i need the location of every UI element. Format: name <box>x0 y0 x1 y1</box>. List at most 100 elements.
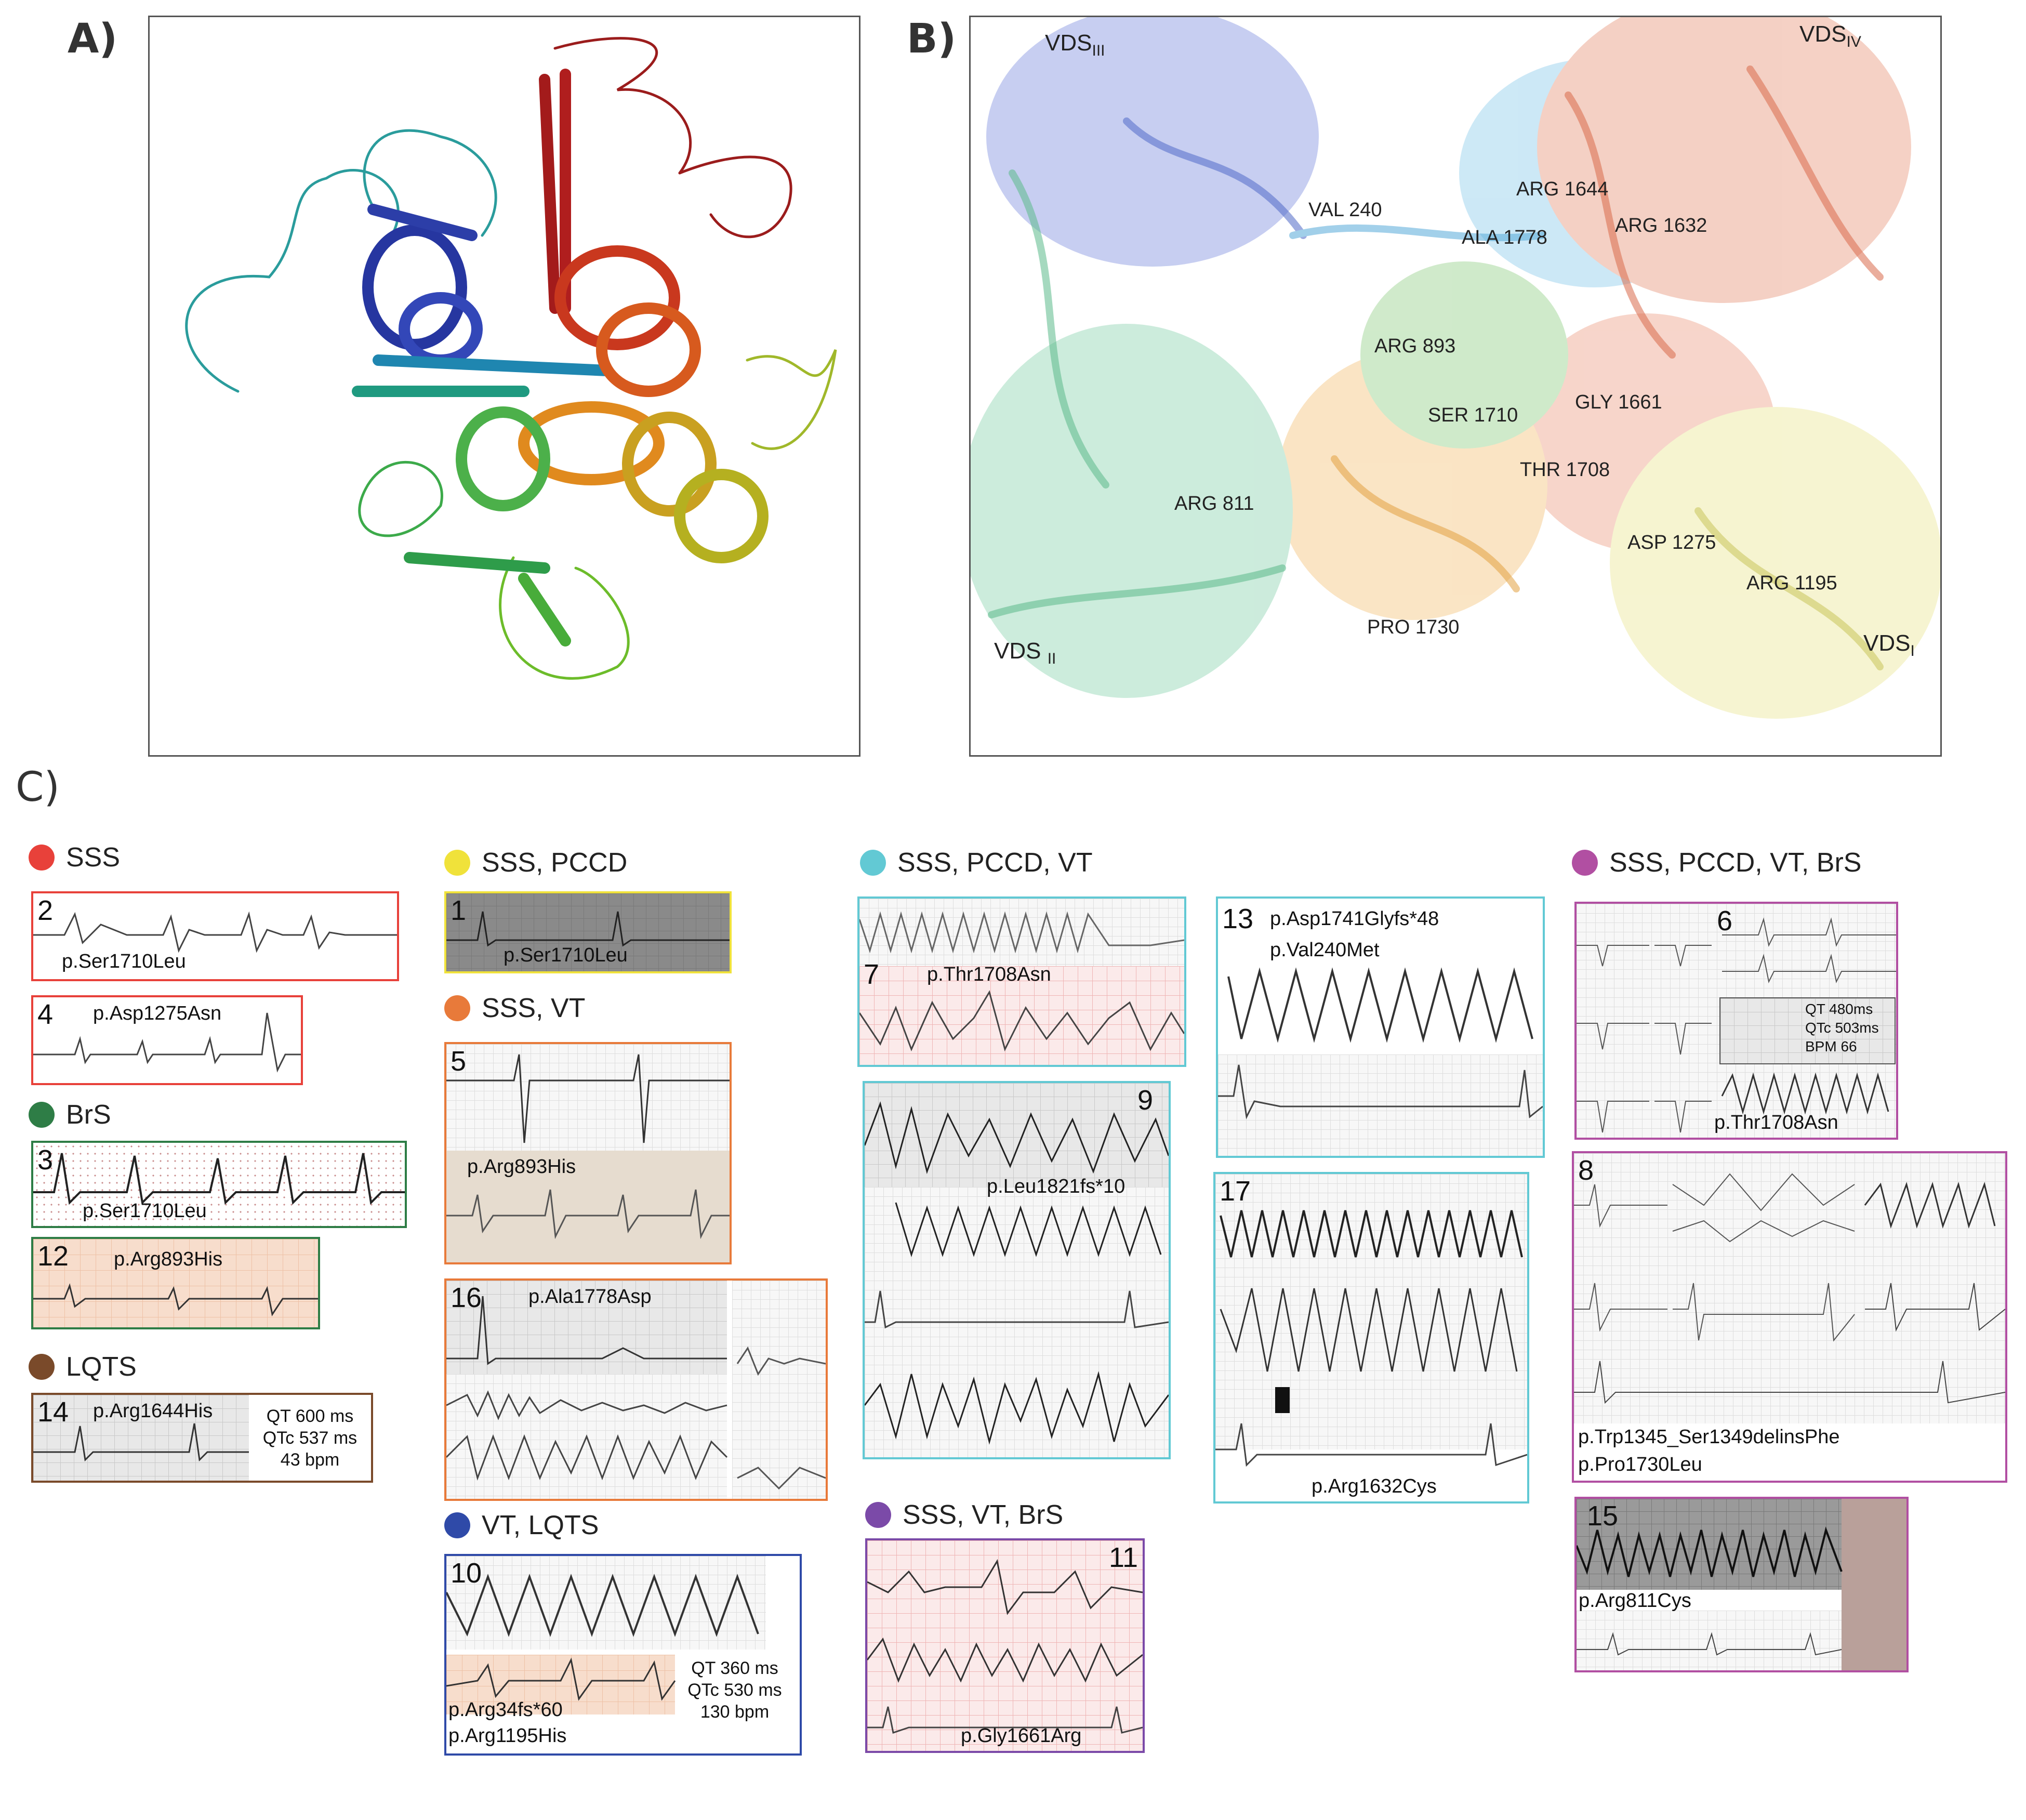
group-color-dot <box>29 1102 55 1128</box>
qtc-value: QTc 530 ms <box>687 1680 782 1700</box>
ecg-interval-box <box>1719 997 1896 1064</box>
ecg-panel-11: 11 p.Gly1661Arg <box>865 1538 1145 1753</box>
group-lqts: LQTS <box>29 1351 137 1382</box>
ecg-number: 10 <box>451 1558 482 1589</box>
ecg-variant: p.Arg34fs*60 <box>448 1699 563 1721</box>
ecg-trace <box>1577 1526 1843 1656</box>
group-color-dot <box>444 1512 470 1538</box>
group-sss-pccd-vt-brs: SSS, PCCD, VT, BrS <box>1572 847 1861 878</box>
ecg-panel-13: 13 p.Asp1741Glyfs*48 p.Val240Met <box>1216 896 1545 1158</box>
group-color-dot <box>444 995 470 1021</box>
group-sss: SSS <box>29 842 120 873</box>
ecg-grid <box>1574 1153 2005 1423</box>
ecg-variant: p.Arg811Cys <box>1579 1590 1691 1612</box>
vds-iii-label: VDSIII <box>1045 30 1105 59</box>
ecg-trace <box>859 911 1184 1052</box>
ecg-variant: p.Thr1708Asn <box>1714 1112 1838 1133</box>
ecg-number: 13 <box>1222 903 1254 934</box>
ecg-variant: p.Arg1632Cys <box>1312 1475 1437 1497</box>
group-vt-lqts: VT, LQTS <box>444 1510 599 1541</box>
panel-label-c: C) <box>16 764 60 811</box>
ecg-panel-8: 8 p.Trp1345_Ser1349delinsPhe p.Pro1730Le… <box>1572 1151 2007 1483</box>
ecg-panel-7: 7 p.Thr1708Asn <box>857 896 1186 1067</box>
group-sss-vt: SSS, VT <box>444 993 585 1024</box>
panel-label-b: B) <box>907 16 957 62</box>
ecg-grid <box>446 1655 675 1715</box>
channel-structure-image <box>971 17 1940 719</box>
residue-label: ARG 811 <box>1174 493 1254 515</box>
ecg-variant: p.Thr1708Asn <box>927 964 1051 985</box>
residue-label: ASP 1275 <box>1627 532 1716 553</box>
vds-i-label: VDSI <box>1863 630 1915 660</box>
ecg-grid <box>732 1281 826 1499</box>
ecg-variant: p.Val240Met <box>1270 939 1380 961</box>
ecg-variant: p.Asp1741Glyfs*48 <box>1270 908 1439 930</box>
ecg-panel-10: 10 QT 360 ms QTc 530 ms 130 bpm p.Arg34fs*… <box>444 1554 802 1756</box>
group-sss-pccd-vt: SSS, PCCD, VT <box>860 847 1093 878</box>
ecg-variant: p.Arg1195His <box>448 1725 567 1747</box>
ecg-trace <box>446 1054 730 1239</box>
ecg-variant: p.Arg893His <box>467 1156 576 1178</box>
ecg-variant: p.Arg893His <box>114 1248 223 1270</box>
group-color-dot <box>865 1502 891 1528</box>
ecg-panel-16: 16 p.Ala1778Asp <box>444 1278 828 1501</box>
group-brs: BrS <box>29 1099 111 1130</box>
ecg-variant: p.Ser1710Leu <box>62 951 186 972</box>
ecg-number: 2 <box>37 895 54 926</box>
group-sss-pccd: SSS, PCCD <box>444 847 627 878</box>
protein-ribbon-image <box>185 37 837 680</box>
ecg-trace <box>33 911 397 953</box>
ecg-trace <box>33 1283 318 1316</box>
ecg-trace <box>865 1101 1169 1445</box>
qtc-value: QTc 503ms <box>1805 1020 1879 1036</box>
ecg-panel-5: 5 p.Arg893His <box>444 1042 732 1264</box>
ecg-grid <box>446 1556 766 1650</box>
ecg-number: 16 <box>451 1282 482 1313</box>
ecg-trace <box>33 1012 301 1073</box>
ecg-trace <box>446 1296 826 1490</box>
ecg-variant: p.Gly1661Arg <box>961 1725 1082 1747</box>
residue-label: ARG 1632 <box>1615 215 1707 236</box>
bpm-value: 43 bpm <box>280 1450 340 1470</box>
ecg-grid <box>33 1395 249 1481</box>
ecg-variant: p.Ser1710Leu <box>83 1200 207 1222</box>
group-color-dot <box>444 850 470 876</box>
ecg-panel-17: 17 p.Arg1632Cys <box>1213 1172 1529 1504</box>
ecg-variant: p.Asp1275Asn <box>93 1003 222 1024</box>
residue-label: VAL 240 <box>1308 199 1382 221</box>
ecg-grid <box>1215 1174 1527 1449</box>
ecg-grid <box>1218 1054 1543 1156</box>
bpm-value: BPM 66 <box>1805 1038 1857 1054</box>
ecg-number: 7 <box>864 959 880 990</box>
ecg-trace <box>1574 1173 2005 1404</box>
ecg-panel-15: 15 p.Arg811Cys <box>1574 1497 1909 1672</box>
vds-iv-label: VDSIV <box>1799 21 1861 50</box>
qt-value: QT 480ms <box>1805 1001 1873 1017</box>
group-color-dot <box>860 850 886 876</box>
ecg-panel-3: 3 p.Ser1710Leu <box>31 1141 407 1228</box>
ecg-panel-12: 12 p.Arg893His <box>31 1237 320 1329</box>
bpm-value: 130 bpm <box>700 1702 770 1722</box>
ecg-grid <box>446 1044 730 1151</box>
ecg-number: 12 <box>37 1241 69 1272</box>
ecg-marker <box>1275 1387 1290 1413</box>
variant-structure-frame: VDSIII VDSIV VDS II VDSI VAL 240 ARG 164… <box>969 16 1942 757</box>
ecg-panel-4: 4 p.Asp1275Asn <box>31 995 303 1085</box>
ecg-variant: p.Arg1644His <box>93 1400 213 1422</box>
ecg-panel-14: 14 p.Arg1644His QT 600 ms QTc 537 ms 43 bp… <box>31 1393 373 1483</box>
qt-value: QT 600 ms <box>266 1406 354 1426</box>
ecg-grid <box>446 1151 730 1262</box>
ecg-panel-2: 2 p.Ser1710Leu <box>31 891 399 981</box>
ecg-photo-strip <box>1842 1499 1906 1670</box>
ecg-trace <box>446 911 730 947</box>
residue-label: ARG 1644 <box>1516 178 1609 200</box>
ecg-number: 9 <box>1137 1085 1154 1116</box>
vds-ii-label: VDS II <box>994 638 1056 667</box>
ecg-number: 14 <box>37 1396 69 1428</box>
qt-value: QT 360 ms <box>691 1658 778 1678</box>
ecg-number: 1 <box>451 895 467 926</box>
ecg-variant: p.Leu1821fs*10 <box>987 1176 1125 1197</box>
residue-label: GLY 1661 <box>1575 391 1662 413</box>
ecg-number: 8 <box>1578 1155 1594 1186</box>
residue-label: THR 1708 <box>1520 459 1610 481</box>
